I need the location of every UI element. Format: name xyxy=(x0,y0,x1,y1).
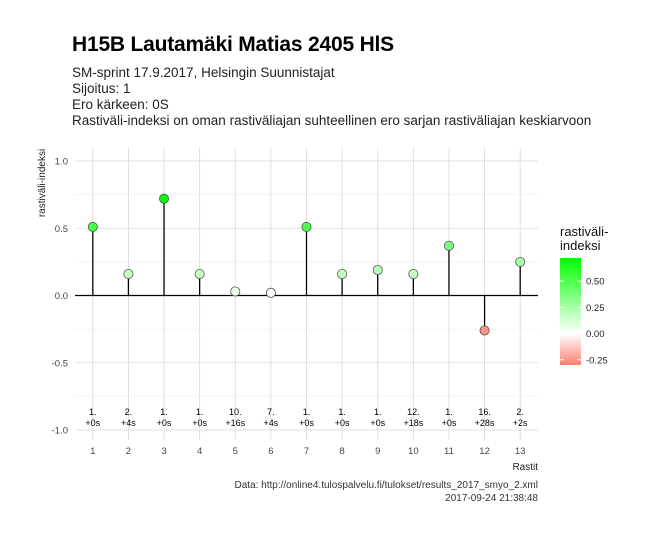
legend-tick-label: 0.25 xyxy=(586,303,605,314)
lollipop-point xyxy=(194,268,205,279)
y-tick-label: 0.0 xyxy=(55,291,68,302)
x-tick-label: 1 xyxy=(90,446,95,457)
x-tick-label: 6 xyxy=(268,446,273,457)
diff-label: +0s xyxy=(157,418,172,428)
rank-label: 2. xyxy=(125,407,133,417)
timestamp-caption: 2017-09-24 21:38:48 xyxy=(445,493,538,504)
y-tick-label: -0.5 xyxy=(52,358,68,369)
lollipop-point xyxy=(159,193,170,204)
legend-tick-label: -0.25 xyxy=(586,355,608,366)
lollipop-point xyxy=(123,268,134,279)
y-tick-label: -1.0 xyxy=(52,426,68,437)
plot-annotations: 1.+0s2.+4s1.+0s1.+0s10.+16s7.+4s1.+0s1.+… xyxy=(85,407,528,428)
lollipop-point xyxy=(87,221,98,232)
plot-marks xyxy=(87,193,526,336)
x-tick-label: 9 xyxy=(375,446,380,457)
x-tick-label: 12 xyxy=(479,446,490,457)
y-tick-label: 0.5 xyxy=(55,224,68,235)
subtitle-description: Rastiväli-indeksi on oman rastiväliajan … xyxy=(72,113,592,128)
x-tick-label: 7 xyxy=(304,446,309,457)
subtitle-event: SM-sprint 17.9.2017, Helsingin Suunnista… xyxy=(72,65,335,80)
subtitle-rank: Sijoitus: 1 xyxy=(72,81,131,96)
diff-label: +0s xyxy=(442,418,457,428)
lollipop-point xyxy=(337,268,348,279)
lollipop-point xyxy=(265,287,276,298)
x-axis-label: Rastit xyxy=(512,462,538,473)
diff-label: +0s xyxy=(335,418,350,428)
x-tick-label: 13 xyxy=(515,446,526,457)
color-legend: 0.50 0.25 0.00 -0.25 xyxy=(560,258,608,366)
diff-label: +0s xyxy=(370,418,385,428)
rank-label: 1. xyxy=(196,407,204,417)
rank-label: 1. xyxy=(338,407,346,417)
diff-label: +18s xyxy=(403,418,423,428)
legend-tick-label: 0.00 xyxy=(586,329,605,340)
x-tick-label: 5 xyxy=(233,446,238,457)
x-tick-label: 2 xyxy=(126,446,131,457)
x-tick-label: 3 xyxy=(161,446,166,457)
legend-tick-label: 0.50 xyxy=(586,277,605,288)
diff-label: +2s xyxy=(513,418,528,428)
y-tick-label: 1.0 xyxy=(55,157,68,168)
lollipop-point xyxy=(515,256,526,267)
lollipop-point xyxy=(443,240,454,251)
rank-label: 1. xyxy=(303,407,311,417)
rank-label: 2. xyxy=(516,407,524,417)
diff-label: +28s xyxy=(475,418,495,428)
y-axis-label: rastiväli-indeksi xyxy=(37,149,48,217)
diff-label: +16s xyxy=(225,418,245,428)
legend-title-line-1: rastiväli- xyxy=(560,224,609,239)
rank-label: 1. xyxy=(445,407,453,417)
rank-label: 7. xyxy=(267,407,275,417)
rank-label: 16. xyxy=(478,407,491,417)
diff-label: +4s xyxy=(121,418,136,428)
rank-label: 1. xyxy=(160,407,168,417)
diff-label: +0s xyxy=(85,418,100,428)
subtitle-gap: Ero kärkeen: 0S xyxy=(72,97,169,112)
rank-label: 1. xyxy=(89,407,97,417)
data-source-caption: Data: http://online4.tulospalvelu.fi/tul… xyxy=(234,480,538,491)
lollipop-point xyxy=(479,325,490,336)
x-tick-label: 10 xyxy=(408,446,419,457)
lollipop-point xyxy=(230,286,241,297)
lollipop-point xyxy=(372,264,383,275)
rank-label: 10. xyxy=(229,407,242,417)
legend-color-bar xyxy=(560,258,581,365)
rank-label: 12. xyxy=(407,407,420,417)
x-tick-label: 11 xyxy=(444,446,454,457)
legend-title: rastiväli- indeksi xyxy=(560,225,608,253)
legend-title-line-2: indeksi xyxy=(560,238,601,253)
lollipop-point xyxy=(301,221,312,232)
x-tick-label: 8 xyxy=(339,446,344,457)
x-tick-label: 4 xyxy=(197,446,202,457)
rank-label: 1. xyxy=(374,407,382,417)
chart-title: H15B Lautamäki Matias 2405 HlS xyxy=(72,33,394,56)
diff-label: +0s xyxy=(299,418,314,428)
diff-label: +0s xyxy=(192,418,207,428)
diff-label: +4s xyxy=(264,418,279,428)
lollipop-point xyxy=(408,268,419,279)
